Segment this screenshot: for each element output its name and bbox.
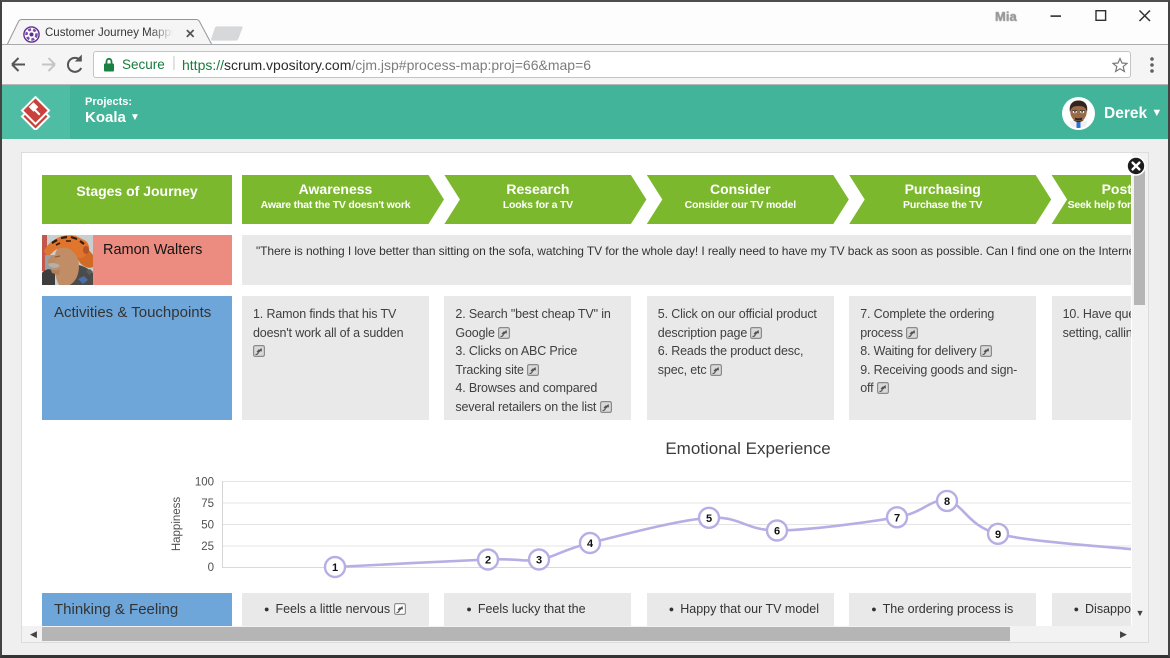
svg-text:3: 3 [536, 555, 542, 567]
svg-text:50: 50 [201, 519, 214, 531]
svg-text:8: 8 [944, 496, 950, 508]
svg-text:7: 7 [894, 512, 900, 524]
svg-text:1: 1 [332, 562, 338, 574]
svg-text:4: 4 [587, 538, 594, 550]
svg-text:9: 9 [995, 529, 1001, 541]
svg-text:5: 5 [706, 513, 712, 525]
svg-text:75: 75 [201, 498, 214, 510]
svg-text:100: 100 [195, 477, 214, 489]
svg-text:25: 25 [201, 541, 214, 553]
svg-text:Happiness: Happiness [171, 497, 183, 552]
svg-text:Emotional Experience: Emotional Experience [665, 439, 830, 458]
svg-text:0: 0 [208, 562, 214, 574]
svg-text:6: 6 [774, 526, 780, 538]
svg-text:2: 2 [485, 555, 491, 567]
